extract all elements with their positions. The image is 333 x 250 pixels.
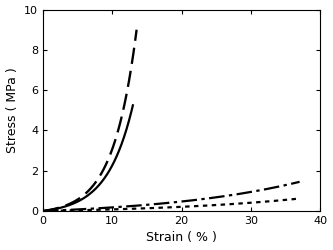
X-axis label: Strain ( % ): Strain ( % ) xyxy=(146,232,217,244)
Y-axis label: Stress ( MPa ): Stress ( MPa ) xyxy=(6,68,19,153)
